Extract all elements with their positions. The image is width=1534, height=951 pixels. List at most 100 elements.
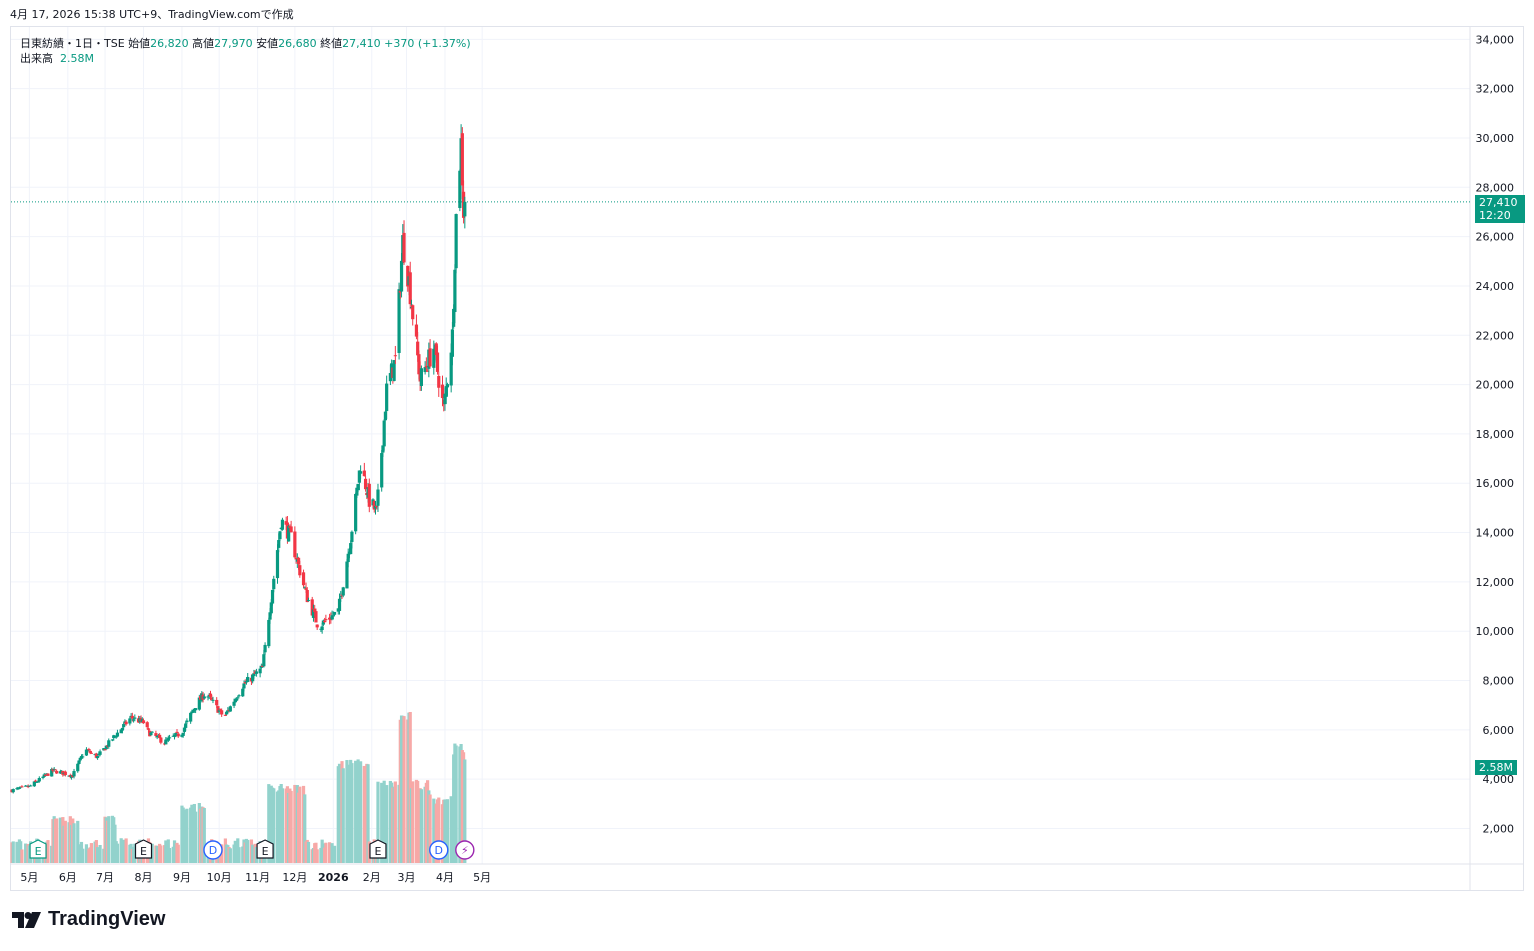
volume-bar (428, 794, 432, 863)
y-tick-label: 26,000 (1476, 231, 1515, 244)
legend-low-label: 安値 (256, 37, 279, 50)
candle-body (414, 324, 419, 337)
candle-body (119, 729, 123, 734)
candle-body (50, 768, 54, 777)
candle-body (234, 698, 239, 701)
candle-body (104, 745, 108, 750)
candle-body (385, 383, 389, 412)
volume-bar (445, 799, 450, 863)
candle-body (450, 329, 455, 357)
candle-body (141, 720, 146, 724)
candle-body (41, 776, 45, 778)
candle-body (363, 478, 368, 490)
candle-body (110, 739, 115, 741)
volume-bar (107, 816, 111, 863)
volume-bar (419, 789, 423, 863)
candle-body (63, 771, 67, 776)
volume-tag: 2.58M (1475, 760, 1517, 775)
candle-body (337, 598, 342, 611)
candle-body (339, 596, 343, 598)
y-tick-label: 6,000 (1483, 724, 1515, 737)
candle-body (272, 578, 276, 590)
candle-body (349, 543, 353, 555)
candle-body (166, 738, 170, 741)
volume-bar (46, 840, 50, 863)
candle-body (454, 214, 458, 269)
x-tick-label: 12月 (282, 871, 307, 884)
candle-body (55, 770, 59, 774)
candle-body (373, 505, 378, 509)
candle-body (293, 531, 297, 558)
candle-body (89, 752, 93, 754)
candle-body (182, 727, 187, 732)
candle-body (145, 722, 149, 728)
candle-body (35, 781, 39, 783)
candle-body (220, 710, 224, 715)
volume-bar (367, 841, 371, 863)
candle-body (362, 470, 366, 477)
candle-body (184, 723, 188, 728)
volume-bar (167, 847, 172, 863)
tradingview-logo-icon (12, 911, 41, 928)
volume-bar (315, 849, 319, 863)
volume-bar (55, 818, 59, 863)
last-price-countdown: 12:20 (1479, 208, 1511, 222)
volume-bar (254, 847, 258, 863)
volume-bar (202, 808, 206, 863)
candle-body (277, 540, 281, 548)
volume-bar (185, 808, 189, 863)
candle-body (350, 531, 354, 542)
candle-body (437, 376, 441, 388)
candle-body (275, 550, 280, 579)
candle-body (243, 682, 247, 684)
legend-close-value: 27,410 (342, 37, 381, 50)
volume-bar (402, 716, 406, 863)
candle-body (225, 711, 229, 715)
candle-body (294, 557, 298, 560)
candle-body (359, 471, 363, 474)
candle-body (324, 619, 328, 621)
candle-body (278, 531, 282, 540)
volume-bar (289, 790, 293, 863)
earnings-marker (134, 839, 153, 859)
candle-body (298, 565, 302, 576)
volume-bar (385, 785, 389, 863)
legend-symbol: 日東紡績・1日・TSE (20, 37, 125, 50)
volume-bar (324, 842, 328, 863)
volume-bar (246, 840, 250, 863)
candle-body (435, 352, 440, 372)
candle-body (46, 773, 50, 776)
y-tick-label: 20,000 (1476, 379, 1515, 392)
y-tick-label: 34,000 (1476, 33, 1515, 46)
candle-body (43, 774, 48, 776)
candle-body (399, 260, 404, 292)
candle-body (398, 290, 402, 293)
candle-body (330, 615, 334, 620)
candle-body (72, 771, 76, 777)
earnings-marker (369, 839, 387, 859)
candle-body (113, 735, 117, 737)
candle-body (355, 487, 359, 496)
candle-body (458, 170, 462, 208)
candle-body (154, 733, 158, 737)
candle-body (406, 265, 410, 287)
x-tick-label: 5月 (473, 871, 491, 884)
dividend-marker-label: D (209, 844, 217, 857)
volume-bar (408, 711, 412, 863)
volume-bar (20, 849, 24, 863)
candle-body (397, 289, 401, 353)
y-tick-label: 24,000 (1476, 280, 1515, 293)
chart-frame[interactable] (10, 26, 1524, 891)
volume-bar (228, 848, 232, 863)
dividend-marker-label: D (435, 844, 443, 857)
candle-body (380, 453, 384, 488)
last-price-value: 27,410 (1479, 195, 1518, 209)
volume-bar (133, 843, 137, 863)
candle-body (33, 780, 38, 782)
volume-bar (150, 843, 154, 863)
tradingview-logo[interactable]: TradingView (12, 908, 165, 931)
x-tick-label: 11月 (245, 871, 270, 884)
candle-body (445, 384, 450, 388)
candle-body (149, 732, 153, 736)
